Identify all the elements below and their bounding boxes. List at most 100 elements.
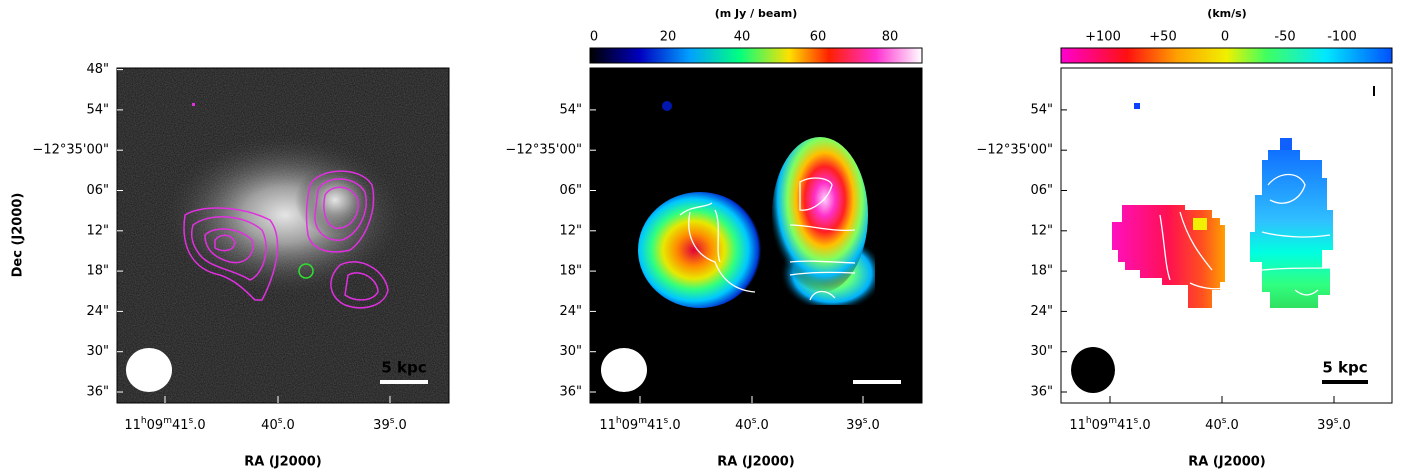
panel-image — [1061, 68, 1392, 403]
y-tick-label: 54" — [1030, 102, 1053, 117]
label-part: s — [1334, 416, 1339, 426]
y-tick-label: 12" — [1030, 223, 1053, 238]
label-part: 09 — [1092, 418, 1109, 433]
x-axis-label: RA (J2000) — [244, 455, 322, 470]
frame — [116, 67, 450, 404]
y-tick-label: 12" — [86, 223, 109, 238]
colorbar-title: (m Jy / beam) — [715, 7, 798, 20]
label-part: m — [638, 416, 647, 426]
x-tick-label: 39s.0 — [373, 416, 407, 433]
y-tick-label: 36" — [86, 385, 109, 400]
x-tick-label: 39s.0 — [1317, 416, 1351, 433]
label-part: 39 — [846, 418, 863, 433]
y-axis-label: Dec (J2000) — [11, 193, 26, 278]
label-part: 40 — [735, 418, 752, 433]
label-part: 40 — [261, 418, 278, 433]
label-part: 09 — [147, 418, 164, 433]
y-tick-label: −12°35'00" — [976, 143, 1053, 158]
y-tick-label: 06" — [1030, 183, 1053, 198]
x-tick-label: 11h09m41s.0 — [124, 416, 205, 433]
label-part: 41 — [1117, 418, 1134, 433]
colorbar — [589, 47, 923, 64]
colorbar-tick-label: 0 — [590, 30, 598, 45]
y-tick-label: −12°35'00" — [505, 143, 582, 158]
y-tick-label: 36" — [559, 385, 582, 400]
y-tick-label: 30" — [559, 344, 582, 359]
y-tick-label: 30" — [86, 344, 109, 359]
label-part: 11 — [124, 418, 141, 433]
label-part: s — [1134, 416, 1139, 426]
label-part: .0 — [1338, 418, 1350, 433]
label-part: s — [863, 416, 868, 426]
y-tick-label: −12°35'00" — [32, 143, 109, 158]
colorbar-tick-label: -50 — [1274, 30, 1295, 45]
label-part: 41 — [647, 418, 664, 433]
label-part: m — [1108, 416, 1117, 426]
frame — [1060, 67, 1393, 404]
y-tick-label: 36" — [1030, 385, 1053, 400]
x-tick-label: 40s.0 — [735, 416, 769, 433]
label-part: .0 — [756, 418, 768, 433]
panel-image — [590, 68, 922, 403]
label-part: h — [1086, 416, 1092, 426]
label-part: h — [616, 416, 622, 426]
label-part: s — [752, 416, 757, 426]
y-tick-label: 54" — [86, 102, 109, 117]
y-tick-label: 54" — [559, 102, 582, 117]
label-part: 09 — [622, 418, 639, 433]
label-part: s — [664, 416, 669, 426]
colorbar-title: (km/s) — [1207, 7, 1246, 20]
label-part: 39 — [373, 418, 390, 433]
x-tick-label: 11h09m41s.0 — [599, 416, 680, 433]
x-tick-label: 40s.0 — [1205, 416, 1239, 433]
colorbar-tick-label: +100 — [1085, 30, 1121, 45]
y-tick-label: 18" — [1030, 264, 1053, 279]
label-part: 11 — [599, 418, 616, 433]
colorbar-tick-label: +50 — [1149, 30, 1176, 45]
y-tick-label: 24" — [86, 304, 109, 319]
label-part: s — [278, 416, 283, 426]
frame — [589, 67, 923, 404]
label-part: m — [163, 416, 172, 426]
label-part: .0 — [282, 418, 294, 433]
label-part: s — [390, 416, 395, 426]
y-tick-label: 18" — [86, 264, 109, 279]
x-tick-label: 11h09m41s.0 — [1069, 416, 1150, 433]
label-part: s — [189, 416, 194, 426]
label-part: .0 — [668, 418, 680, 433]
label-part: 41 — [172, 418, 189, 433]
label-part: 40 — [1205, 418, 1222, 433]
x-axis-label: RA (J2000) — [717, 455, 795, 470]
y-tick-label: 24" — [1030, 304, 1053, 319]
y-tick-label: 24" — [559, 304, 582, 319]
y-tick-label: 30" — [1030, 344, 1053, 359]
y-tick-label: 12" — [559, 223, 582, 238]
colorbar-tick-label: 0 — [1221, 30, 1229, 45]
label-part: h — [141, 416, 147, 426]
label-part: .0 — [394, 418, 406, 433]
y-tick-label: 18" — [559, 264, 582, 279]
panel-image — [117, 68, 449, 403]
y-tick-label: 48" — [86, 62, 109, 77]
colorbar-tick-label: 20 — [660, 30, 677, 45]
label-part: 11 — [1069, 418, 1086, 433]
colorbar-tick-label: 40 — [734, 30, 751, 45]
label-part: .0 — [193, 418, 205, 433]
colorbar-tick-label: 80 — [882, 30, 899, 45]
label-part: s — [1222, 416, 1227, 426]
label-part: .0 — [1138, 418, 1150, 433]
label-part: .0 — [1226, 418, 1238, 433]
x-tick-label: 39s.0 — [846, 416, 880, 433]
y-tick-label: 06" — [559, 183, 582, 198]
colorbar — [1060, 47, 1393, 64]
colorbar-tick-label: -100 — [1327, 30, 1357, 45]
colorbar-tick-label: 60 — [810, 30, 827, 45]
scale-bar-label: 5 kpc — [381, 359, 426, 377]
y-tick-label: 06" — [86, 183, 109, 198]
label-part: .0 — [867, 418, 879, 433]
x-tick-label: 40s.0 — [261, 416, 295, 433]
scale-bar-label: 5 kpc — [1322, 359, 1367, 377]
scale-bar-label: 5 kpc — [854, 359, 899, 377]
label-part: 39 — [1317, 418, 1334, 433]
